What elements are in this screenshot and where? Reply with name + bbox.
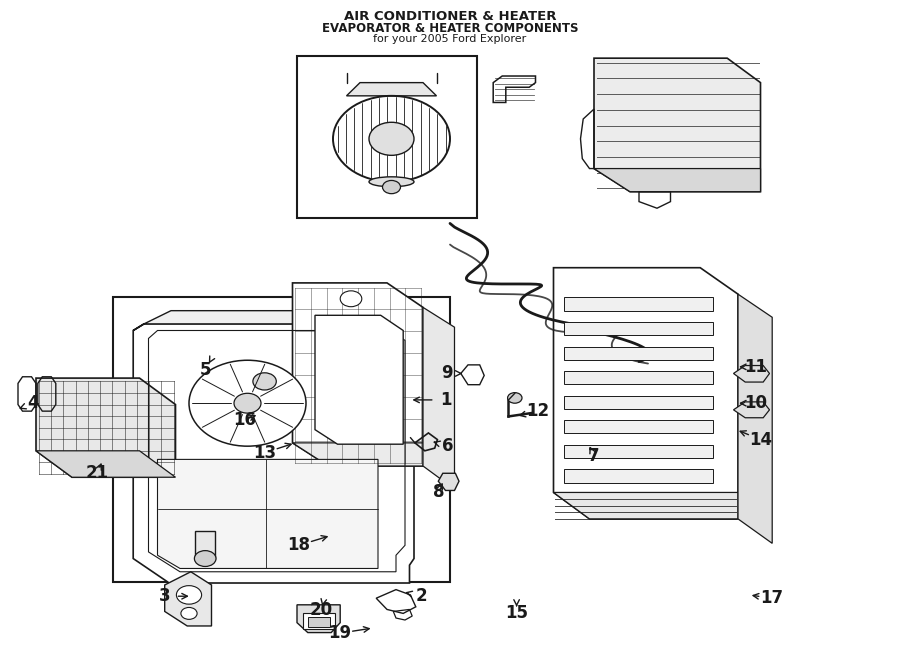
Polygon shape: [438, 473, 459, 490]
Bar: [255, 381, 274, 413]
Polygon shape: [158, 459, 378, 568]
Text: 8: 8: [433, 483, 444, 502]
Polygon shape: [165, 572, 211, 626]
Text: 14: 14: [749, 430, 772, 449]
Text: 1: 1: [440, 391, 451, 409]
Text: 4: 4: [28, 394, 39, 412]
Text: 18: 18: [287, 536, 310, 555]
Bar: [564, 469, 713, 483]
Circle shape: [508, 393, 522, 403]
Bar: [297, 56, 477, 218]
Text: 2: 2: [416, 587, 427, 605]
Bar: [564, 445, 713, 458]
Bar: [564, 420, 713, 434]
Text: EVAPORATOR & HEATER COMPONENTS: EVAPORATOR & HEATER COMPONENTS: [322, 22, 578, 35]
Circle shape: [340, 291, 362, 307]
Bar: [564, 371, 713, 384]
Circle shape: [189, 360, 306, 446]
Polygon shape: [346, 83, 436, 96]
Bar: [564, 322, 713, 335]
Circle shape: [253, 373, 276, 390]
Polygon shape: [554, 492, 738, 519]
Text: 7: 7: [589, 447, 599, 465]
Polygon shape: [292, 443, 423, 466]
Text: 20: 20: [310, 601, 333, 619]
Polygon shape: [292, 283, 423, 466]
Text: 6: 6: [442, 437, 453, 455]
Text: 12: 12: [526, 402, 550, 420]
Circle shape: [176, 586, 202, 604]
Polygon shape: [423, 307, 454, 489]
Polygon shape: [594, 58, 760, 192]
Polygon shape: [594, 169, 760, 192]
Text: 19: 19: [328, 624, 351, 642]
Circle shape: [234, 393, 261, 413]
Polygon shape: [461, 365, 484, 385]
Circle shape: [369, 122, 414, 155]
Bar: [303, 613, 335, 629]
Polygon shape: [36, 378, 176, 477]
Bar: [112, 297, 450, 582]
Text: 17: 17: [760, 589, 784, 607]
Text: AIR CONDITIONER & HEATER: AIR CONDITIONER & HEATER: [344, 10, 556, 23]
Bar: [564, 396, 713, 409]
Text: 10: 10: [744, 394, 768, 412]
Polygon shape: [297, 605, 340, 633]
Text: 13: 13: [253, 444, 276, 462]
Bar: [195, 531, 215, 559]
Polygon shape: [734, 402, 770, 418]
Bar: [308, 617, 330, 627]
Bar: [564, 297, 713, 311]
Circle shape: [382, 180, 400, 194]
Text: 11: 11: [744, 358, 768, 376]
Text: 9: 9: [442, 364, 453, 383]
Polygon shape: [738, 294, 772, 543]
Polygon shape: [133, 311, 414, 334]
Text: 15: 15: [505, 604, 528, 623]
Text: 16: 16: [233, 410, 256, 429]
Circle shape: [181, 607, 197, 619]
Polygon shape: [36, 451, 176, 477]
Polygon shape: [554, 268, 738, 519]
Text: for your 2005 Ford Explorer: for your 2005 Ford Explorer: [374, 34, 526, 44]
Polygon shape: [315, 315, 403, 444]
Ellipse shape: [369, 176, 414, 186]
Text: 5: 5: [200, 361, 211, 379]
Text: 21: 21: [86, 463, 109, 482]
Circle shape: [194, 551, 216, 566]
Polygon shape: [133, 324, 414, 583]
Polygon shape: [734, 366, 770, 382]
Text: 3: 3: [159, 587, 170, 605]
Bar: [564, 346, 713, 360]
